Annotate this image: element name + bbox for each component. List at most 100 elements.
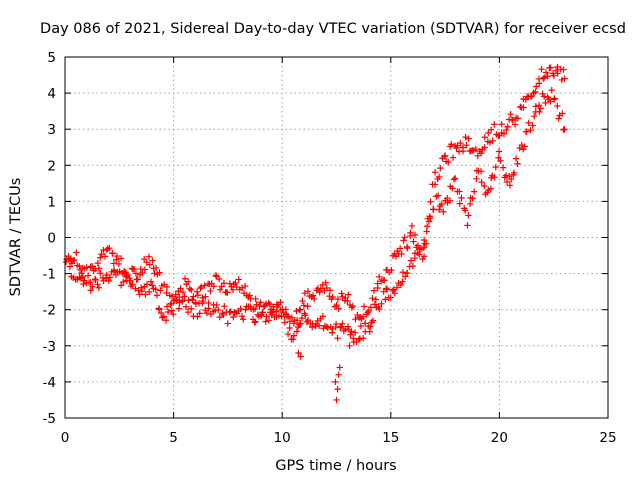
data-point — [367, 323, 374, 330]
data-point — [446, 197, 454, 204]
data-point — [401, 234, 408, 241]
data-point — [95, 284, 102, 291]
data-point — [281, 319, 288, 326]
data-point — [179, 297, 186, 304]
data-point — [182, 303, 190, 310]
data-point — [554, 63, 561, 71]
data-point — [481, 134, 488, 141]
y-tick-label: -2 — [43, 303, 56, 319]
data-point — [324, 324, 332, 331]
data-point — [499, 164, 507, 171]
data-point — [116, 268, 123, 275]
data-point — [551, 95, 558, 102]
data-point — [290, 320, 297, 327]
data-point — [115, 260, 123, 268]
data-point — [273, 313, 280, 321]
data-point — [242, 306, 249, 313]
data-point — [153, 292, 161, 299]
outlier-point — [336, 364, 343, 371]
data-point — [525, 119, 532, 127]
data-point — [498, 120, 505, 128]
outlier-point — [295, 349, 302, 357]
data-marks — [62, 63, 568, 404]
data-point — [462, 133, 469, 141]
data-point — [481, 182, 488, 190]
data-point — [151, 270, 158, 277]
data-point — [99, 274, 107, 281]
data-point — [87, 287, 94, 294]
data-point — [198, 283, 205, 291]
data-point — [355, 336, 363, 343]
y-tick-label: 0 — [47, 231, 56, 247]
data-point — [175, 305, 183, 312]
data-point — [251, 319, 258, 326]
data-point — [105, 277, 113, 285]
data-point — [436, 206, 443, 213]
data-point — [189, 296, 196, 303]
data-point — [370, 287, 378, 294]
data-point — [152, 264, 160, 272]
data-point — [293, 328, 301, 335]
outlier-point — [333, 396, 340, 404]
data-point — [147, 278, 155, 285]
data-point — [550, 72, 558, 79]
data-point — [229, 286, 237, 294]
data-point — [337, 323, 345, 330]
data-point — [359, 335, 367, 342]
data-point — [533, 83, 540, 90]
data-point — [185, 297, 192, 304]
data-point — [537, 105, 544, 112]
data-point — [416, 251, 423, 258]
data-point — [502, 172, 510, 179]
data-point — [160, 313, 168, 320]
data-point — [279, 306, 286, 313]
data-point — [184, 278, 192, 285]
data-point — [132, 270, 140, 277]
data-point — [103, 271, 110, 279]
data-point — [193, 288, 201, 295]
data-point — [464, 222, 471, 229]
data-point — [554, 70, 561, 77]
data-point — [297, 320, 304, 327]
data-point — [187, 305, 195, 312]
data-point — [474, 152, 481, 160]
data-point — [65, 255, 72, 263]
data-point — [149, 282, 156, 289]
data-point — [423, 228, 430, 235]
data-point — [286, 318, 294, 325]
y-tick-label: 2 — [47, 158, 56, 174]
data-point — [133, 276, 140, 283]
data-point — [398, 250, 405, 258]
data-point — [141, 266, 149, 273]
data-point — [192, 299, 200, 306]
data-point — [220, 279, 228, 287]
data-point — [317, 285, 325, 292]
data-point — [215, 275, 223, 283]
data-point — [507, 110, 514, 118]
data-point — [227, 308, 234, 315]
data-point — [338, 290, 345, 297]
outlier-point — [346, 342, 353, 349]
data-point — [163, 303, 171, 310]
data-point — [238, 312, 246, 320]
data-point — [548, 86, 555, 94]
outlier-point — [297, 353, 304, 360]
data-point — [164, 308, 172, 316]
data-point — [465, 135, 472, 142]
data-point — [218, 283, 225, 290]
data-point — [130, 265, 138, 273]
data-point — [142, 291, 149, 298]
data-point — [500, 130, 508, 138]
y-tick-label: -1 — [43, 267, 56, 283]
data-point — [221, 302, 228, 310]
data-point — [427, 198, 434, 205]
data-point — [478, 178, 485, 186]
data-point — [520, 146, 527, 153]
data-point — [495, 148, 503, 155]
data-point — [178, 298, 186, 305]
data-point — [262, 318, 269, 325]
chart-title: Day 086 of 2021, Sidereal Day-to-day VTE… — [40, 21, 626, 37]
data-point — [216, 313, 223, 321]
data-point — [120, 267, 128, 275]
data-point — [286, 324, 293, 332]
